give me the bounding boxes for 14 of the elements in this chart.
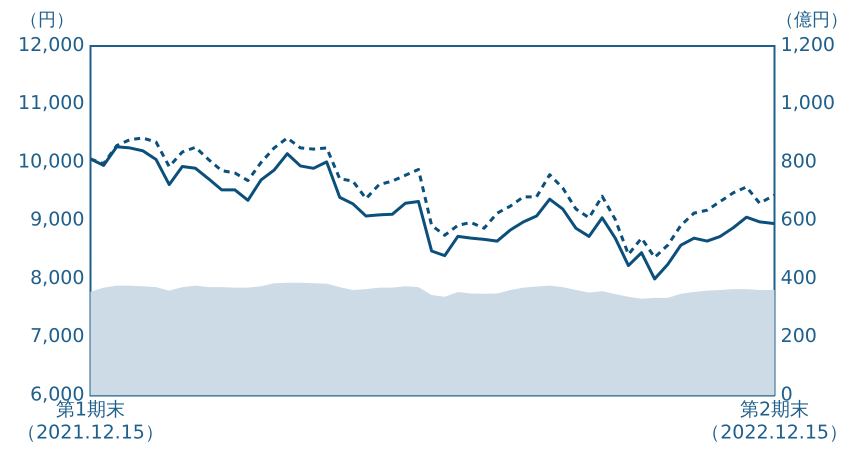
y2-axis-title: （億円） (776, 10, 848, 31)
y2-tick-label: 600 (780, 208, 817, 231)
y2-tick-label: 1,000 (780, 92, 836, 114)
y2-tick-label: 800 (780, 150, 817, 172)
y2-tick-label: 400 (780, 266, 817, 289)
y-tick-label: 10,000 (18, 150, 84, 172)
y2-tick-label: 1,200 (780, 34, 836, 56)
y-tick-label: 7,000 (30, 325, 84, 348)
y-axis-title: （円） (20, 10, 74, 31)
y-tick-label: 11,000 (18, 92, 84, 114)
y-tick-label: 12,000 (18, 34, 84, 56)
y-tick-label: 8,000 (30, 266, 84, 289)
y-tick-label: 9,000 (30, 208, 84, 231)
y2-tick-label: 200 (780, 325, 817, 348)
